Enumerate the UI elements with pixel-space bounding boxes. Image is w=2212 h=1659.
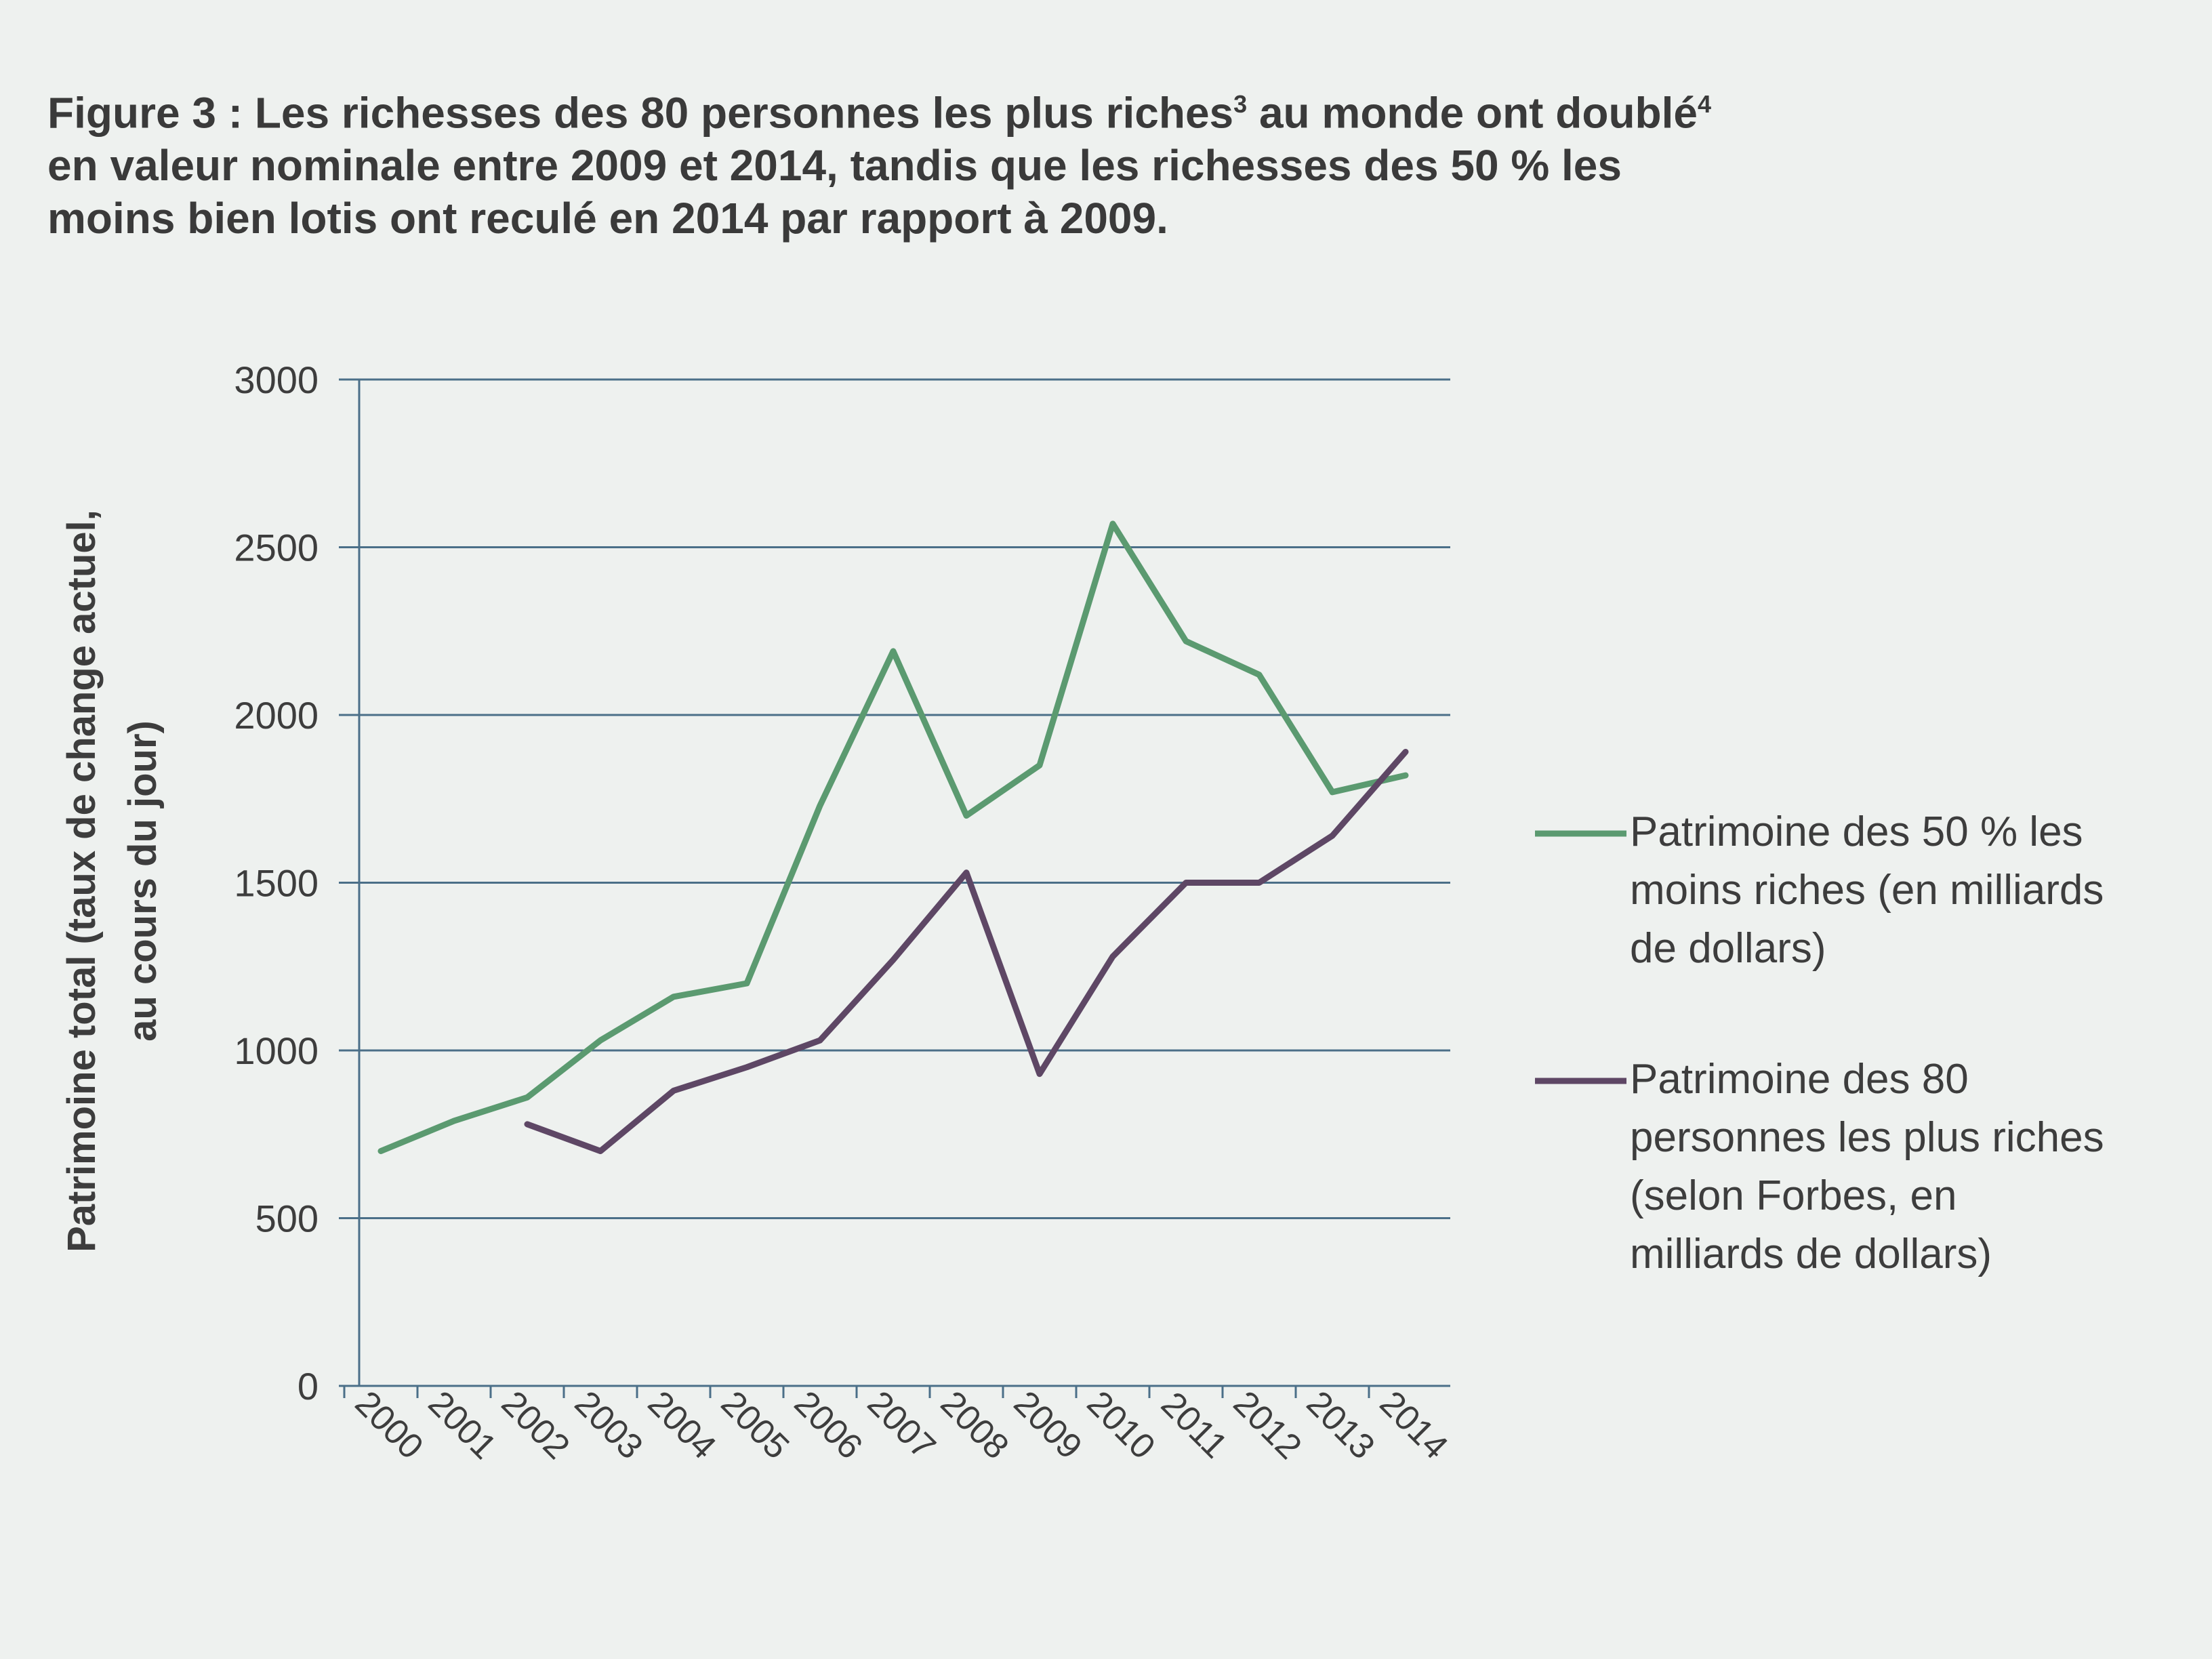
caption-line-1: Figure 3 : Les richesses des 80 personne… — [47, 78, 2013, 139]
figure-caption: Figure 3 : Les richesses des 80 personne… — [47, 78, 2013, 245]
y-tick-label: 2000 — [234, 694, 319, 737]
x-tick-label: 2014 — [1372, 1384, 1456, 1467]
y-tick-label: 2500 — [234, 527, 319, 569]
legend: Patrimoine des 50 % les moins riches (en … — [1535, 808, 2104, 1277]
caption-text-1: Les richesses des 80 personnes les plus … — [254, 88, 1234, 138]
caption-text-1b: au monde ont doublé — [1247, 88, 1698, 138]
y-tick-label: 500 — [255, 1197, 319, 1240]
x-tick-labels: 2000200120022003200420052006200720082009… — [348, 1384, 1456, 1467]
y-tick-labels: 0 500 1000 1500 2000 2500 3000 — [234, 359, 319, 1408]
legend-label-2: milliards de dollars) — [1630, 1231, 1992, 1277]
legend-label-1: moins riches (en milliards — [1630, 867, 2104, 914]
y-tick-label: 3000 — [234, 359, 319, 401]
footnote-ref-4: 4 — [1698, 90, 1712, 118]
y-axis-label-line: au cours du jour) — [121, 720, 165, 1042]
caption-line-3: moins bien lotis ont reculé en 2014 par … — [47, 194, 1168, 243]
y-axis-label: Patrimoine total (taux de change actuel,… — [60, 510, 165, 1252]
legend-label-2: (selon Forbes, en — [1630, 1172, 1957, 1219]
legend-label-1: de dollars) — [1630, 925, 1826, 972]
legend-label-2: Patrimoine des 80 — [1630, 1056, 1969, 1103]
footnote-ref-3: 3 — [1233, 90, 1248, 118]
y-axis-label-line: Patrimoine total (taux de change actuel, — [60, 510, 104, 1252]
legend-label-2: personnes les plus riches — [1630, 1114, 2104, 1161]
y-tick-label: 1000 — [234, 1029, 319, 1072]
caption-line-2: en valeur nominale entre 2009 et 2014, t… — [47, 141, 1622, 190]
grid-lines — [339, 378, 1450, 1398]
legend-label-1: Patrimoine des 50 % les — [1630, 808, 2083, 855]
y-tick-label: 1500 — [234, 862, 319, 905]
y-tick-label: 0 — [298, 1365, 319, 1408]
series-line-2 — [524, 748, 1409, 1154]
series-lines — [377, 520, 1409, 1154]
series-line-1 — [377, 520, 1409, 1154]
figure-label: Figure 3 : — [47, 88, 243, 138]
